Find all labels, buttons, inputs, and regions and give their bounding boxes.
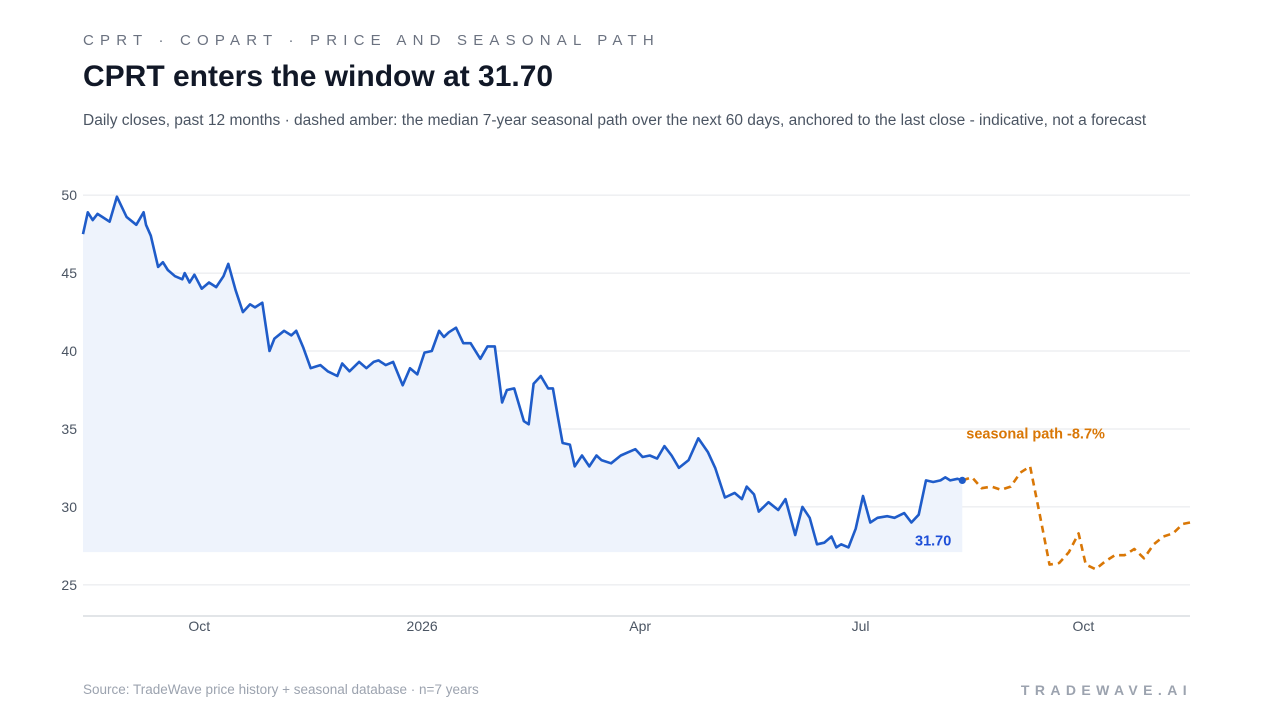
line-layer [81,195,1191,571]
y-tick-label: 35 [61,421,77,437]
y-tick-label: 30 [61,499,77,515]
y-tick-label: 50 [61,187,77,203]
brand-logo: TRADEWAVE.AI [1020,682,1192,698]
chart-subtitle: Daily closes, past 12 months · dashed am… [83,112,1147,129]
x-tick-label: Jul [852,618,870,634]
chart-title: CPRT enters the window at 31.70 [83,60,554,93]
chart-kicker: CPRT · COPART · PRICE AND SEASONAL PATH [83,32,660,49]
price-series-line [81,195,963,549]
x-tick-label: Apr [629,618,651,634]
area-layer [83,196,963,553]
y-tick-label: 45 [61,265,77,281]
annotation-layer: 31.70 seasonal path -8.7% [915,426,1105,549]
y-tick-label: 40 [61,343,77,359]
axis-layer: 25 30 35 40 45 50 Oct 2026 Apr Jul Oct [61,187,1190,634]
footer-source: Source: TradeWave price history + season… [83,682,479,697]
x-tick-label: Oct [1073,618,1095,634]
seasonal-path-label: seasonal path -8.7% [966,426,1105,442]
y-tick-label: 25 [61,577,77,593]
x-tick-label: Oct [188,618,210,634]
seasonal-series-line [961,465,1191,571]
price-area-fill [83,196,963,553]
last-close-marker [958,476,966,484]
last-close-label: 31.70 [915,533,951,549]
x-tick-label: 2026 [407,618,438,634]
